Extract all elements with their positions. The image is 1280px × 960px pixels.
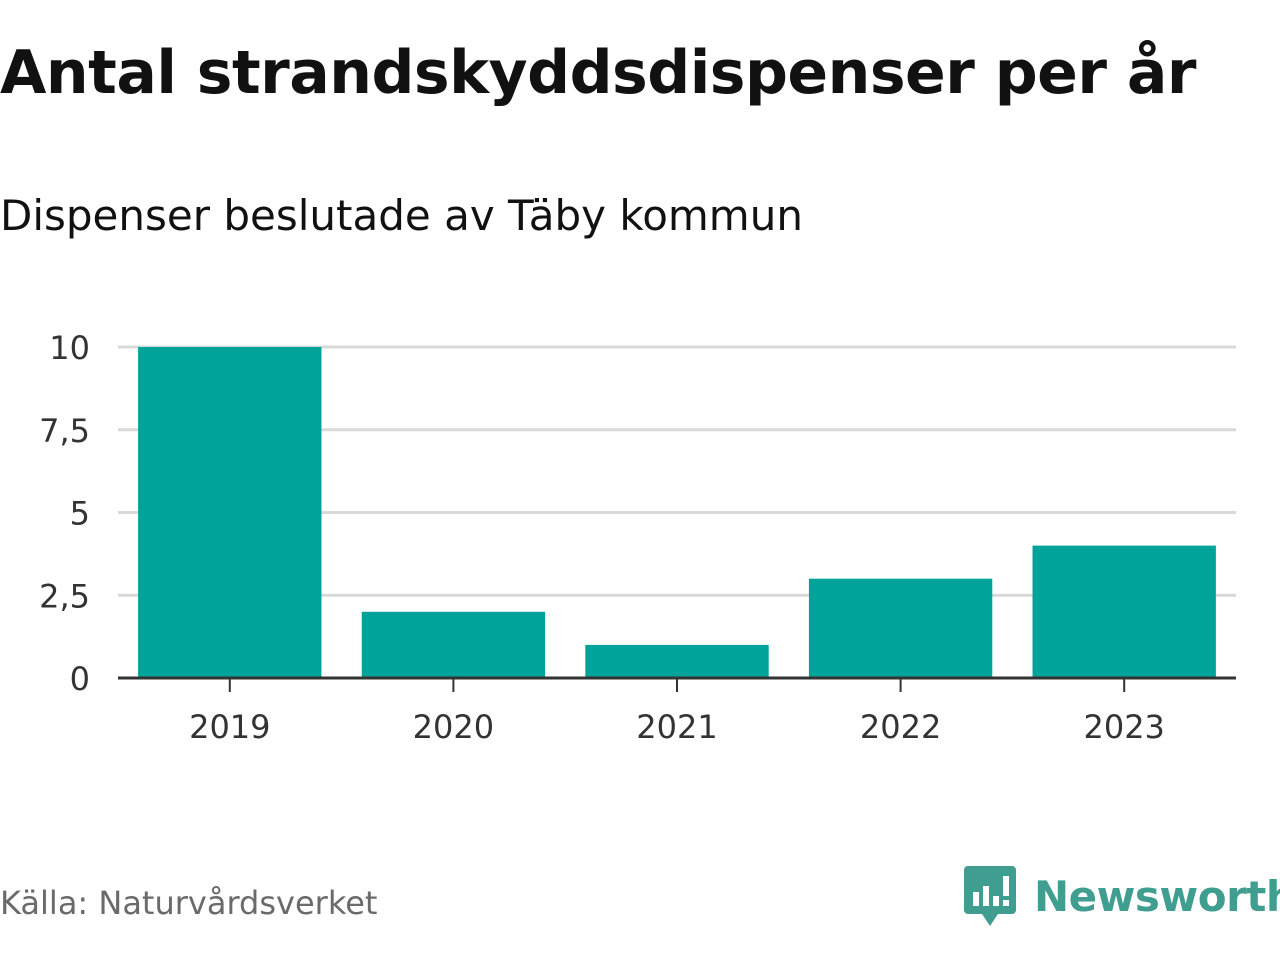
bar-2019 xyxy=(138,347,322,678)
chart-subtitle: Dispenser beslutade av Täby kommun xyxy=(0,191,803,240)
y-tick-label: 7,5 xyxy=(39,412,90,450)
x-tick-label: 2019 xyxy=(189,708,270,746)
y-tick-label: 2,5 xyxy=(39,577,90,615)
y-axis: 0 2,5 5 7,5 10 xyxy=(39,329,90,698)
bar-2021 xyxy=(585,644,769,678)
y-tick-label: 0 xyxy=(70,660,90,698)
bar-2022 xyxy=(808,578,993,678)
bar-2023 xyxy=(1032,545,1216,678)
x-tick-label: 2021 xyxy=(636,708,717,746)
newsworthy-logo-text: Newsworthy xyxy=(1034,871,1280,921)
x-tick-label: 2023 xyxy=(1083,708,1164,746)
newsworthy-logo: Newsworthy xyxy=(964,864,1280,928)
bar-2020 xyxy=(361,611,546,678)
source-note: Källa: Naturvårdsverket xyxy=(0,884,378,922)
x-axis: 2019 2020 2021 2022 2023 xyxy=(118,676,1236,746)
x-tick-label: 2022 xyxy=(860,708,941,746)
chart-title: Antal strandskyddsdispenser per år xyxy=(0,38,1196,108)
bars xyxy=(138,347,1216,678)
newsworthy-logo-icon xyxy=(964,866,1016,926)
x-tick-label: 2020 xyxy=(413,708,494,746)
y-tick-label: 5 xyxy=(70,495,90,533)
y-tick-label: 10 xyxy=(49,329,90,367)
